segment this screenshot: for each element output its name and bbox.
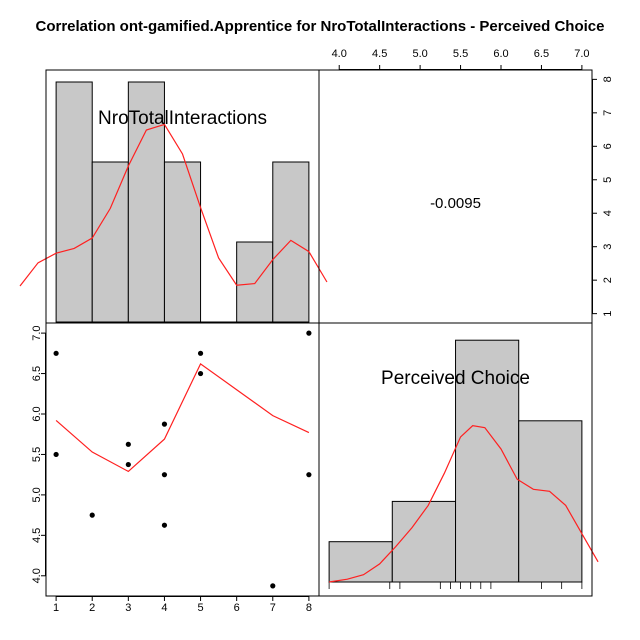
y-tick-label: 5.5: [31, 447, 43, 462]
y-tick-label: 6.5: [31, 366, 43, 381]
histogram-bar: [391, 500, 457, 583]
histogram-bar: [518, 420, 583, 583]
scatter-point: [306, 472, 312, 478]
histogram-bar: [163, 161, 202, 323]
scatter-point: [125, 441, 131, 447]
scatter-point: [53, 451, 59, 458]
top-tick-label: 6.5: [534, 48, 549, 60]
correlation-value: -0.0095: [430, 195, 481, 212]
histogram-bar: [272, 161, 310, 323]
x-tick-label: 8: [306, 602, 312, 614]
chart-title: Correlation ont-gamified.Apprentice for …: [35, 18, 605, 35]
x-tick-label: 5: [197, 602, 203, 614]
x-tick-label: 6: [234, 602, 240, 614]
scatter-point: [125, 461, 131, 468]
top-tick-label: 6.0: [493, 48, 508, 60]
scatter-point: [89, 512, 95, 518]
right-tick-label: 6: [602, 143, 614, 149]
histogram-bar: [236, 241, 274, 323]
right-tick-label: 4: [602, 210, 614, 216]
histogram-bar: [55, 81, 93, 323]
top-tick-label: 4.5: [372, 48, 387, 60]
top-tick-label: 5.5: [453, 48, 468, 60]
right-tick-label: 7: [602, 110, 614, 116]
y-tick-label: 7.0: [31, 325, 43, 340]
right-tick-label: 8: [602, 76, 614, 82]
x-tick-label: 1: [53, 602, 59, 614]
y-tick-label: 6.0: [31, 406, 43, 421]
right-tick-label: 3: [602, 244, 614, 250]
histogram-bar: [455, 339, 520, 583]
top-tick-label: 5.0: [412, 48, 427, 60]
x-tick-label: 2: [89, 602, 95, 614]
loess-line: [55, 362, 310, 473]
choice-histogram-panel: [328, 339, 599, 589]
scatter-point: [161, 522, 168, 528]
right-tick-label: 1: [602, 311, 614, 317]
y-tick-label: 4.5: [31, 528, 43, 543]
x-tick-label: 7: [270, 602, 276, 614]
panel-frame: [318, 322, 593, 597]
scatter-point: [161, 472, 168, 478]
panel-frames: [45, 69, 593, 597]
label-nro-total-interactions: NroTotalInteractions: [98, 108, 267, 129]
y-tick-label: 5.0: [31, 487, 43, 502]
density-curve: [329, 424, 599, 583]
scatter-point: [197, 350, 204, 356]
panel-frame: [45, 322, 320, 597]
right-tick-label: 2: [602, 277, 614, 283]
scatter-point: [306, 330, 312, 336]
top-tick-label: 7.0: [574, 48, 589, 60]
right-tick-label: 5: [602, 177, 614, 183]
top-tick-label: 4.0: [332, 48, 347, 60]
scatter-point: [161, 421, 168, 427]
density-curve: [19, 123, 328, 287]
scatter-point: [53, 350, 59, 356]
scatter-point: [270, 583, 276, 589]
label-perceived-choice: Perceived Choice: [381, 368, 530, 389]
x-tick-label: 4: [161, 602, 167, 614]
x-tick-label: 3: [125, 602, 131, 614]
y-tick-label: 4.0: [31, 568, 43, 583]
interactions-histogram-panel: [19, 81, 328, 323]
histogram-bar: [91, 161, 129, 323]
scatter-panel: [53, 330, 312, 589]
scatter-point: [197, 370, 204, 377]
